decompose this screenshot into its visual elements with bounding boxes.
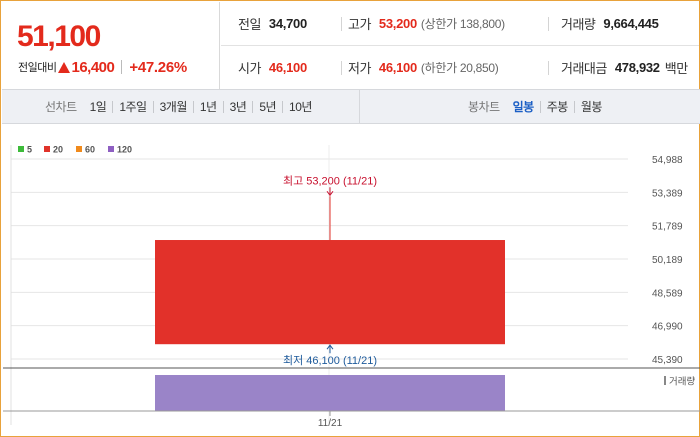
tab-1w[interactable]: 1주일	[119, 100, 147, 114]
high-value: 53,200	[378, 16, 417, 31]
tab-5y[interactable]: 5년	[259, 100, 277, 114]
trade-value-unit: 백만	[664, 61, 688, 76]
open-value: 46,100	[268, 60, 307, 75]
divider	[539, 100, 541, 113]
low-arrow-head	[326, 344, 334, 350]
divider	[112, 100, 114, 113]
low-value: 46,100	[378, 60, 417, 75]
high-cell: 고가 53,200 (상한가 138,800)	[348, 2, 505, 45]
tab-1d[interactable]: 1일	[89, 100, 107, 114]
legend-swatch	[18, 146, 24, 152]
legend-label: 120	[117, 145, 132, 155]
volume-panel: 거래량	[3, 367, 700, 412]
current-price: 51,100	[17, 20, 101, 53]
divider	[548, 61, 549, 75]
y-axis-labels: 54,988 53,389 51,789 50,189 48,589 46,990 45,3…	[652, 155, 683, 366]
prev-close-cell: 전일 34,700	[238, 2, 307, 45]
chart-grid	[10, 145, 628, 425]
divider	[252, 100, 254, 113]
y-tick-label: 48,589	[652, 288, 683, 299]
volume-bar	[155, 375, 505, 411]
low-cell: 저가 46,100 (하한가 20,850)	[348, 46, 499, 89]
volume-label: 거래량	[561, 17, 596, 32]
prev-close-label: 전일	[238, 17, 261, 32]
chart-tab-bar: 선차트 1일 1주일 3개월 1년 3년 5년 10년 봉차트 일봉 주봉 월봉	[2, 89, 700, 124]
tab-monthly[interactable]: 월봉	[580, 100, 603, 114]
low-label: 저가	[348, 61, 371, 76]
annotations: 최고 53,200 (11/21) 최저 46,100 (11/21)	[283, 174, 377, 367]
y-tick-label: 51,789	[652, 222, 683, 233]
tab-daily[interactable]: 일봉	[512, 100, 535, 114]
up-triangle-icon	[58, 61, 71, 73]
open-label: 시가	[238, 61, 261, 76]
tab-3m[interactable]: 3개월	[159, 100, 188, 114]
low-annotation: 최저 46,100 (11/21)	[283, 354, 377, 367]
line-chart-label: 선차트	[45, 100, 77, 114]
tab-weekly[interactable]: 주봉	[546, 100, 569, 114]
legend-swatch	[108, 146, 114, 152]
trade-value-cell: 거래대금 478,932 백만	[561, 46, 688, 89]
change-label: 전일대비	[18, 62, 57, 74]
open-cell: 시가 46,100	[238, 46, 307, 89]
divider	[121, 60, 123, 74]
price-chart: 5 20 60 120 54,988 53,389 51,789 50,189 48,589 4…	[3, 145, 700, 429]
change-percent: +47.26%	[129, 58, 187, 76]
volume-cell: 거래량 9,664,445	[561, 2, 659, 45]
x-axis: 11/21	[3, 410, 700, 429]
moving-average-legend: 5 20 60 120	[18, 145, 132, 155]
divider	[548, 17, 549, 31]
divider	[282, 100, 284, 113]
legend-swatch	[44, 146, 50, 152]
row-divider	[221, 45, 699, 46]
trade-value: 478,932	[614, 60, 660, 75]
candle-body	[155, 240, 505, 345]
divider	[192, 100, 194, 113]
legend-label: 60	[85, 145, 95, 155]
tab-3y[interactable]: 3년	[229, 100, 247, 114]
divider	[152, 100, 154, 113]
x-tick-label: 11/21	[318, 418, 343, 429]
trade-value-label: 거래대금	[561, 61, 607, 76]
y-tick-label: 46,990	[652, 322, 683, 333]
divider	[573, 100, 575, 113]
prev-close-value: 34,700	[268, 16, 307, 31]
y-tick-label: 54,988	[652, 155, 683, 166]
change-value: 16,400	[71, 58, 115, 76]
quote-grid: 전일 34,700 고가 53,200 (상한가 138,800) 거래량 9,…	[221, 2, 699, 89]
legend-label: 20	[53, 145, 63, 155]
price-panel: 51,100 전일대비 16,400 +47.26%	[2, 2, 220, 89]
high-arrow-head	[326, 190, 334, 197]
y-tick-label: 53,389	[652, 188, 683, 199]
tab-10y[interactable]: 10년	[289, 100, 312, 114]
volume-legend-marker	[664, 376, 666, 385]
candle-chart-tabs: 봉차트 일봉 주봉 월봉	[468, 90, 602, 123]
candles	[155, 196, 505, 345]
y-tick-label: 50,189	[652, 255, 683, 266]
change-row: 전일대비 16,400 +47.26%	[18, 58, 187, 76]
upper-limit: (상한가 138,800)	[420, 17, 505, 31]
lower-limit: (하한가 20,850)	[420, 61, 499, 75]
tab-1y[interactable]: 1년	[199, 100, 217, 114]
line-chart-tabs: 선차트 1일 1주일 3개월 1년 3년 5년 10년	[45, 90, 312, 123]
divider	[341, 61, 342, 75]
divider	[341, 17, 342, 31]
y-tick-label: 45,390	[652, 355, 683, 366]
legend-label: 5	[27, 145, 32, 155]
divider	[359, 90, 360, 123]
divider	[222, 100, 224, 113]
legend-swatch	[76, 146, 82, 152]
volume-label: 거래량	[669, 376, 695, 388]
candle-chart-label: 봉차트	[468, 100, 500, 114]
high-label: 고가	[348, 17, 371, 32]
high-annotation: 최고 53,200 (11/21)	[283, 174, 377, 187]
volume-value: 9,664,445	[603, 16, 659, 31]
